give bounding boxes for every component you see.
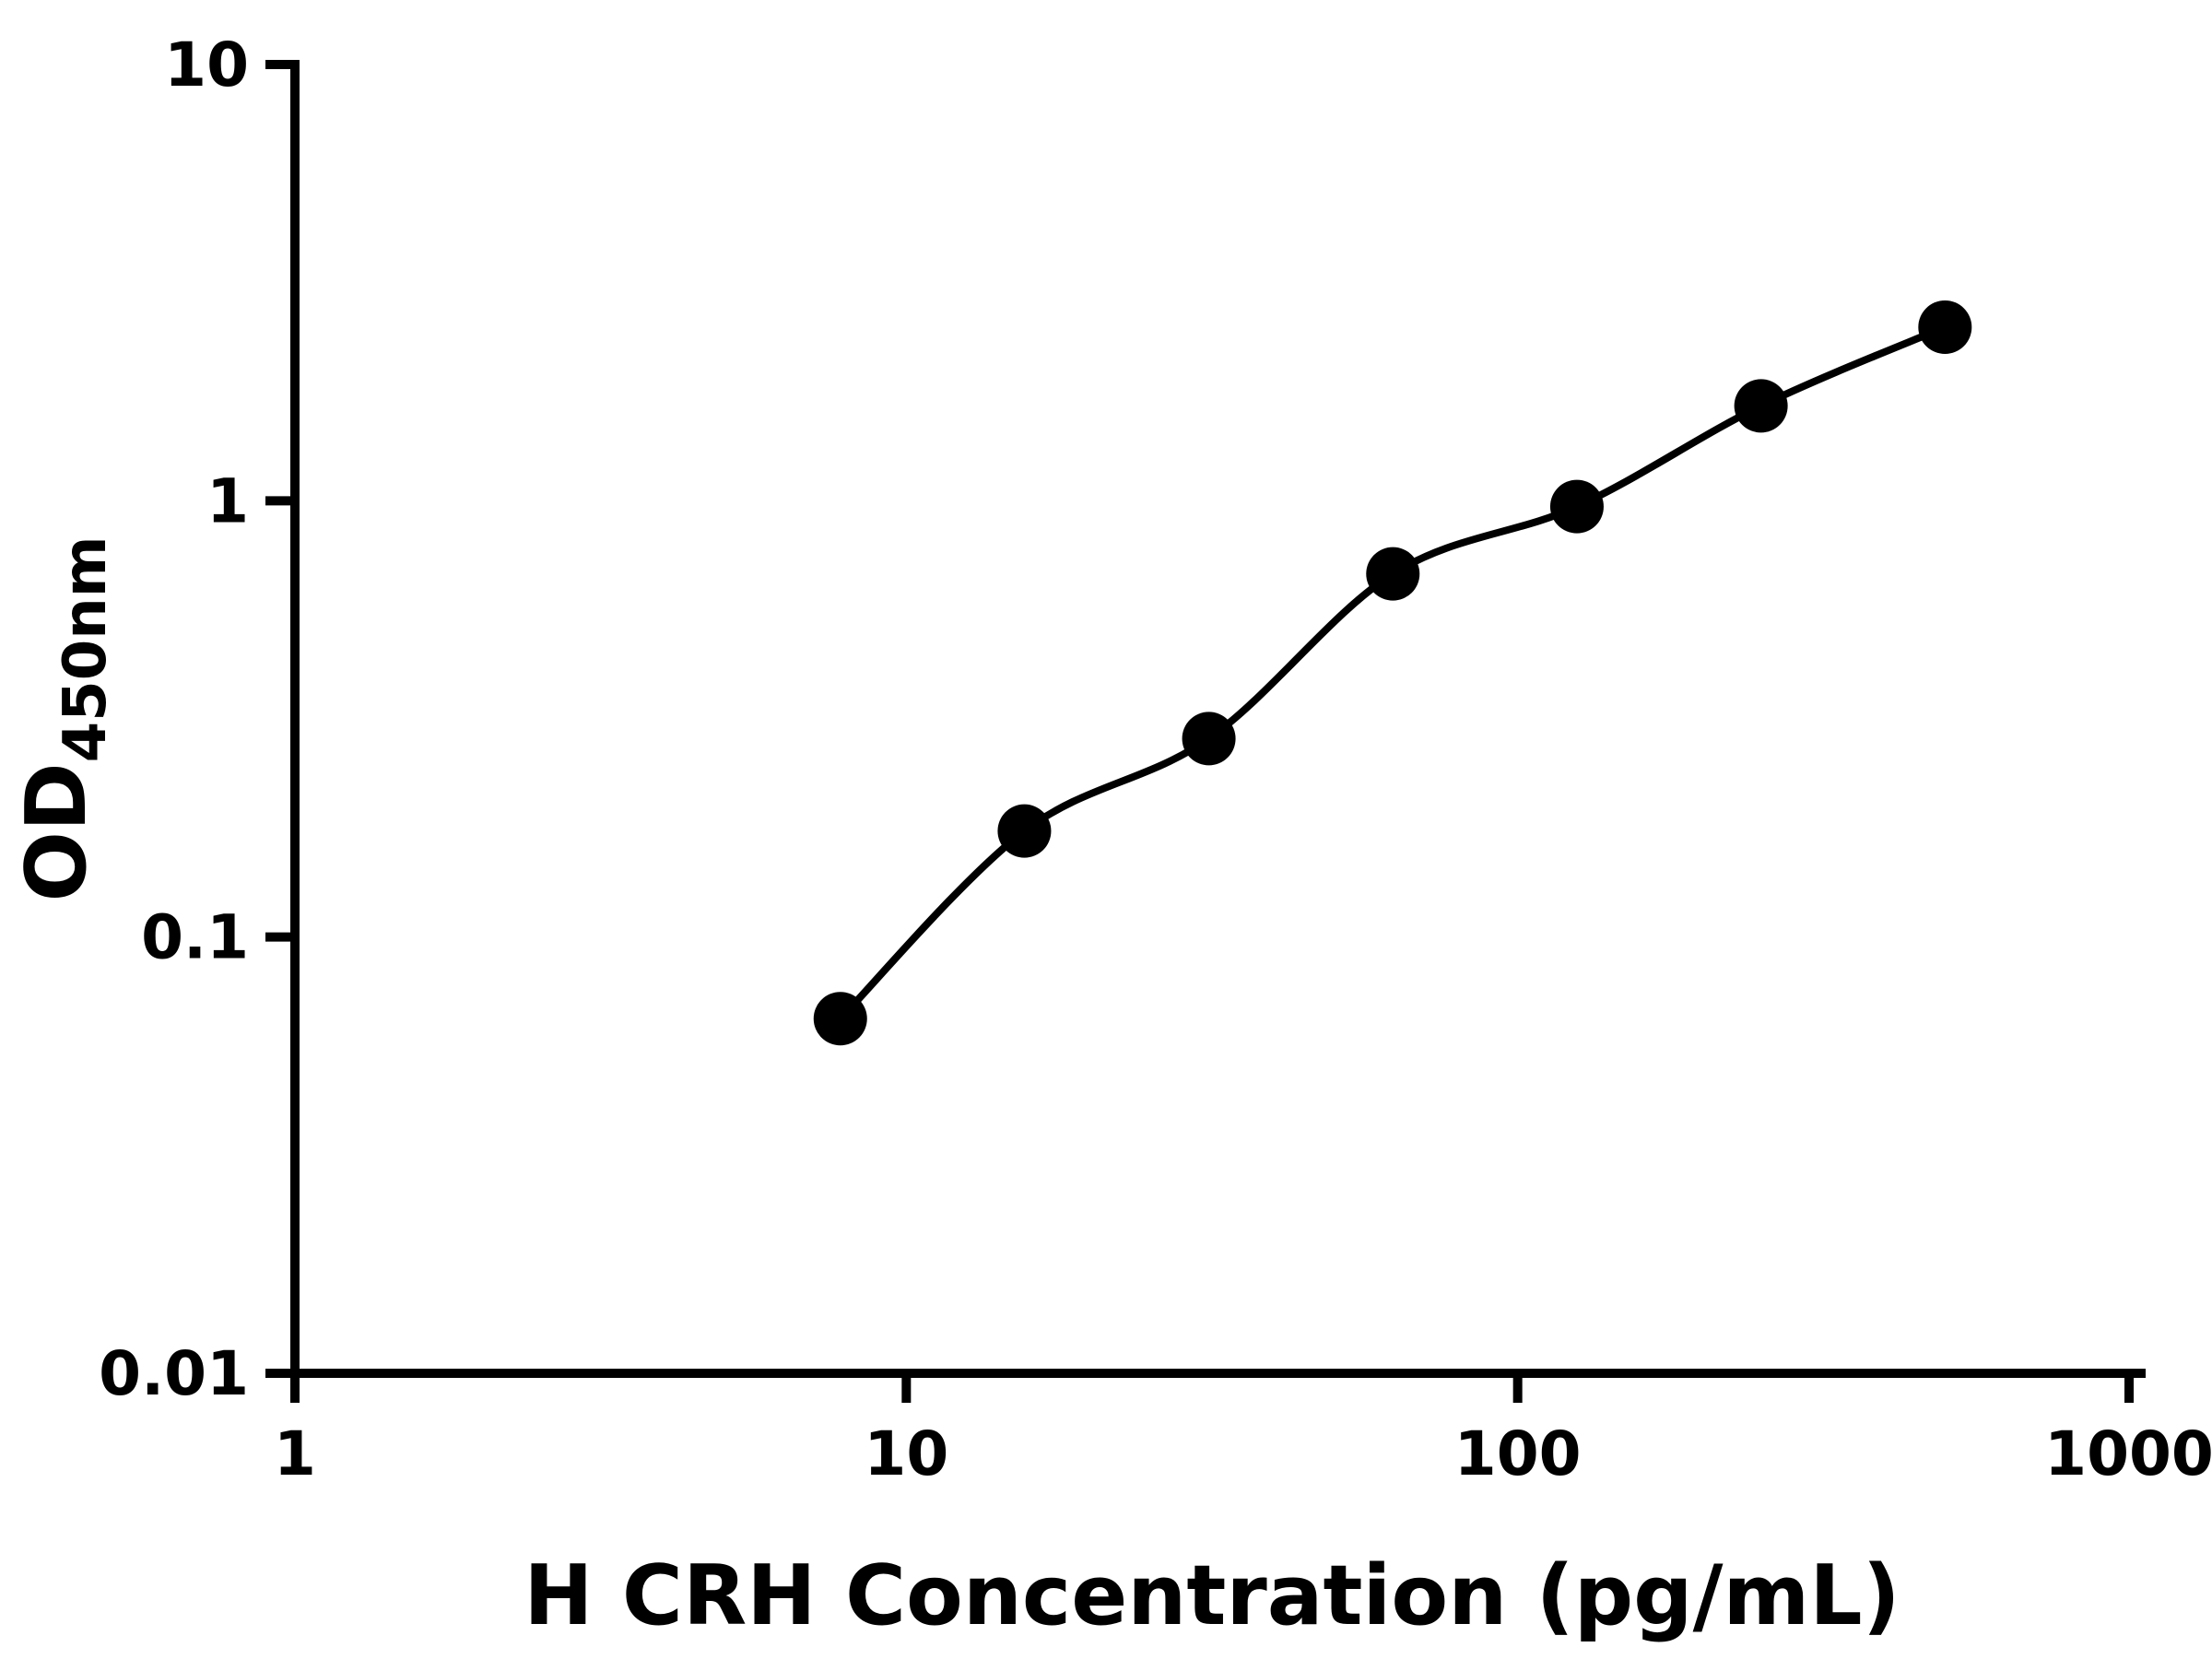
data-point [813,992,867,1046]
fit-curve [837,324,1947,1022]
data-series-layer [813,300,1972,1046]
y-tick-label: 10 [164,29,249,100]
data-point [1182,712,1236,766]
y-axis-title-group: OD450nm [8,535,120,901]
data-point [1734,379,1788,433]
x-tick-label: 100 [1454,1418,1582,1489]
y-axis-title-main: OD [8,762,105,901]
axes-layer: 1 10 100 1000 0.01 0.1 1 10 [99,29,2212,1489]
x-tick-label: 1 [274,1418,316,1489]
y-tick-label: 0.1 [141,902,249,973]
data-point [1549,479,1604,534]
x-tick-label: 10 [864,1418,948,1489]
y-axis-title: OD450nm [8,535,120,901]
y-tick-label: 0.01 [99,1338,249,1409]
data-point [997,804,1052,858]
x-tick-label: 1000 [2044,1418,2212,1489]
data-point [1918,300,1972,354]
data-point [1366,547,1420,601]
x-axis-title: H CRH Concentration (pg/mL) [524,1547,1900,1644]
y-tick-label: 1 [206,465,249,536]
y-axis-title-subscript: 450nm [52,535,120,762]
